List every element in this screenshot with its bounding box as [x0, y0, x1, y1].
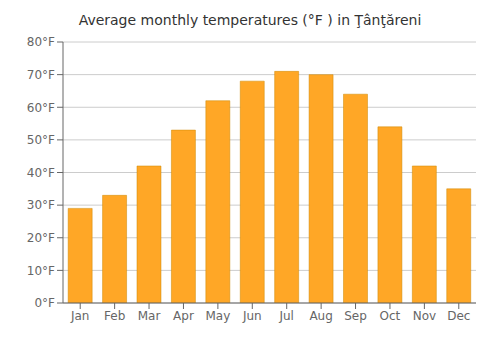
svg-text:Oct: Oct	[380, 309, 401, 323]
svg-text:20°F: 20°F	[27, 231, 55, 245]
svg-text:80°F: 80°F	[27, 35, 55, 49]
svg-text:Jan: Jan	[70, 309, 90, 323]
svg-text:50°F: 50°F	[27, 133, 55, 147]
svg-text:30°F: 30°F	[27, 198, 55, 212]
svg-text:0°F: 0°F	[34, 296, 55, 310]
svg-text:70°F: 70°F	[27, 68, 55, 82]
svg-text:40°F: 40°F	[27, 166, 55, 180]
svg-text:May: May	[205, 309, 230, 323]
svg-text:Jul: Jul	[278, 309, 293, 323]
svg-text:Mar: Mar	[138, 309, 161, 323]
svg-text:Sep: Sep	[344, 309, 367, 323]
svg-text:10°F: 10°F	[27, 264, 55, 278]
html-text:Average monthly temperatures (: Average monthly temperatures (°F ) in Ţâ…	[78, 12, 422, 28]
svg-text:Nov: Nov	[413, 309, 436, 323]
svg-text:Jun: Jun	[242, 309, 262, 323]
svg-text:Apr: Apr	[173, 309, 194, 323]
svg-text:Dec: Dec	[447, 309, 470, 323]
svg-text:Aug: Aug	[309, 309, 332, 323]
svg-text:60°F: 60°F	[27, 101, 55, 115]
svg-text:Feb: Feb	[104, 309, 125, 323]
